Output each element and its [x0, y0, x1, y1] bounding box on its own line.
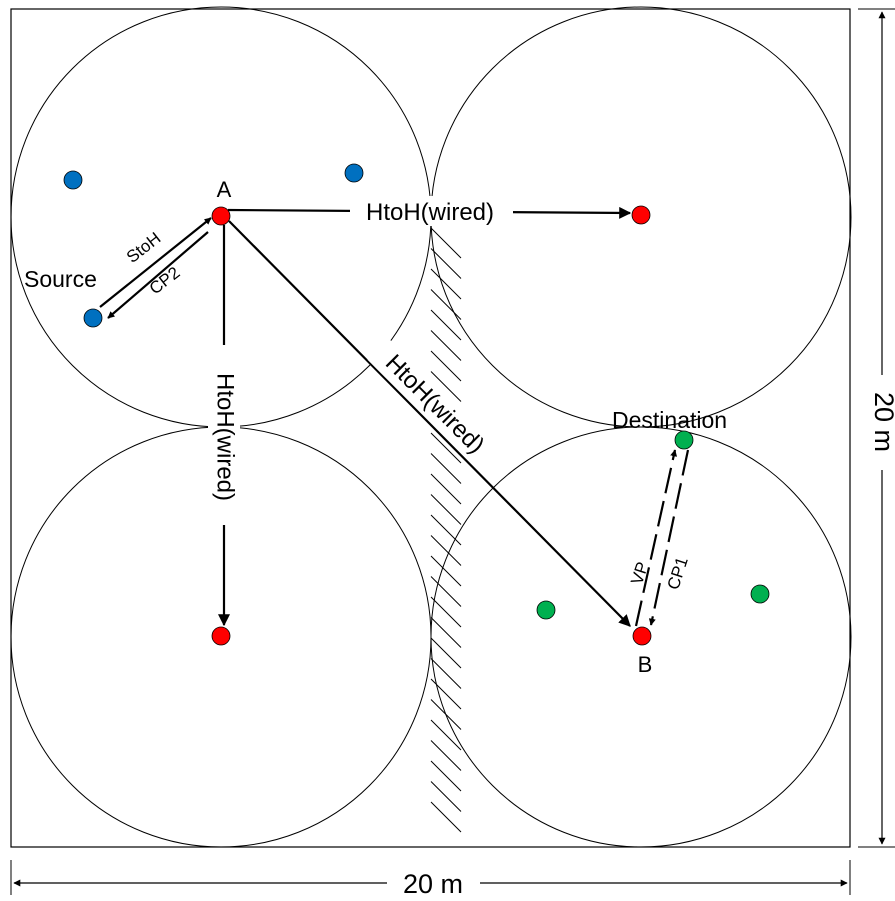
label-destination: Destination	[612, 407, 727, 433]
hatch-line	[430, 453, 462, 484]
obstacle-wall	[430, 227, 462, 833]
hatch-line	[430, 719, 462, 751]
hatch-line	[430, 740, 462, 771]
hatch-line	[430, 371, 462, 402]
label-width-dimension: 20 m	[403, 869, 463, 899]
hatch-line	[430, 596, 462, 628]
hatch-line	[430, 432, 462, 464]
hatch-line	[430, 309, 462, 341]
link-a-to-b	[228, 220, 631, 627]
label-vp: VP	[627, 560, 652, 587]
link-a-to-source	[107, 231, 209, 319]
hatch-line	[430, 289, 462, 320]
label-hto-h-vertical: HtoH(wired)	[212, 373, 239, 501]
link-b-to-destination	[634, 449, 678, 627]
height-dimension	[858, 8, 895, 848]
head-node-b	[632, 626, 652, 646]
hatch-line	[430, 248, 462, 279]
green-node-1	[536, 600, 556, 620]
hatch-line	[430, 494, 462, 525]
label-cp1: CP1	[664, 555, 692, 592]
hatch-line	[430, 268, 462, 300]
label-cp2: CP2	[146, 263, 184, 298]
destination-node	[674, 430, 694, 450]
label-source: Source	[24, 266, 97, 292]
head-node-top-right	[631, 205, 651, 225]
label-bg-top	[350, 196, 513, 226]
head-node-a	[211, 206, 231, 226]
blue-node-2	[344, 163, 364, 183]
source-node	[83, 308, 103, 328]
hatch-line	[430, 555, 462, 587]
hatch-line	[430, 658, 462, 689]
label-node-b: B	[638, 652, 653, 677]
width-dimension	[10, 860, 851, 895]
field-boundary	[10, 8, 851, 848]
hatch-line	[430, 576, 462, 607]
green-node-2	[750, 584, 770, 604]
label-bg-vertical	[208, 345, 240, 525]
label-hto-h-diagonal: HtoH(wired)	[380, 349, 490, 459]
label-hto-h-top: HtoH(wired)	[366, 199, 494, 226]
hatch-line	[430, 801, 462, 833]
hatch-line	[430, 350, 462, 382]
link-source-to-a	[99, 217, 212, 308]
label-node-a: A	[217, 177, 232, 202]
hatch-line	[430, 760, 462, 792]
hatch-line	[430, 227, 462, 259]
hatch-line	[430, 617, 462, 648]
link-destination-to-b	[648, 449, 690, 626]
hatch-line	[430, 514, 462, 546]
cluster-circle-bottom-right	[430, 426, 852, 848]
hatch-line	[430, 330, 462, 361]
hatch-line	[430, 637, 462, 669]
hatch-line	[430, 781, 462, 812]
hatch-line	[430, 535, 462, 566]
head-node-bottom-left	[211, 626, 231, 646]
label-bg-diagonal	[367, 338, 502, 473]
hatch-line	[430, 473, 462, 505]
blue-node-1	[63, 170, 83, 190]
label-height-dimension: 20 m	[869, 392, 895, 452]
